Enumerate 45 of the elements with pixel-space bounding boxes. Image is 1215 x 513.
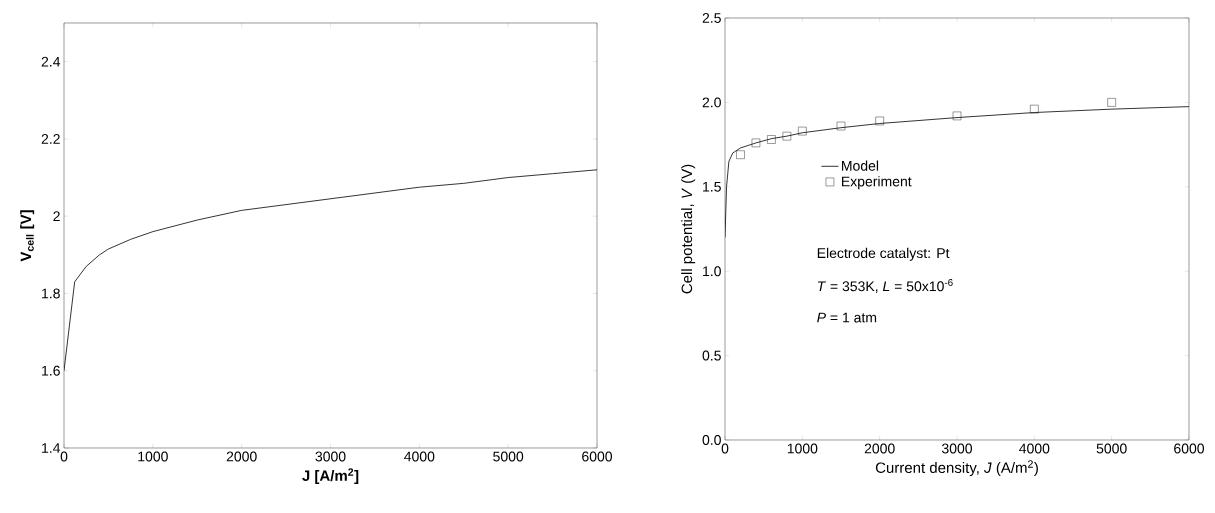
point — [782, 131, 792, 141]
x-tick-label: 4000 — [1019, 443, 1050, 454]
x-tick-label: 6000 — [582, 451, 613, 462]
annotation: P = 1 atm — [817, 312, 877, 323]
x-tick-label: 0 — [721, 443, 729, 454]
point — [1107, 98, 1116, 107]
text: J [A/m$^{2}$] — [302, 468, 359, 484]
y-tick-label: 1.5 — [703, 181, 721, 192]
point — [798, 126, 807, 136]
x-tick-label: 1000 — [787, 443, 818, 454]
y-tick-label: 1.6 — [42, 365, 60, 376]
y-tick-label: 1.4 — [42, 443, 61, 453]
y-tick-label: 2.2 — [41, 134, 60, 144]
point — [1030, 104, 1039, 114]
point — [836, 121, 846, 131]
y-tick-label: 2.0 — [702, 97, 721, 108]
y-axis-title: Cell potential, V (V) — [681, 164, 696, 294]
y-tick-label: 0.0 — [702, 435, 721, 445]
point — [767, 135, 776, 144]
x-tick-label: 4000 — [404, 451, 435, 462]
y-tick-label: 2.5 — [702, 13, 721, 23]
y-tick-label: 2.4 — [41, 56, 61, 67]
y-tick-label: 1.8 — [42, 288, 60, 299]
annotation: Electrode catalyst: Pt — [817, 247, 950, 261]
x-tick-label: 1000 — [138, 451, 168, 462]
y-tick-label: 0.5 — [702, 350, 721, 361]
x-tick-label: 2000 — [864, 443, 895, 454]
legend-label: Model — [842, 160, 879, 171]
x-tick-label: 3000 — [315, 451, 346, 462]
point — [952, 111, 962, 121]
legend-label: Experiment — [842, 176, 912, 190]
x-axis-title: Current density, J (A/m$^{2}$) — [875, 460, 1038, 476]
point — [875, 116, 884, 126]
y-tick-label: 1.0 — [703, 266, 721, 277]
point — [751, 138, 761, 148]
x-tick-label: 5000 — [493, 451, 524, 462]
x-tick-label: 2000 — [226, 451, 257, 462]
y-tick-label: 2 — [53, 211, 60, 222]
text: V$_{cell}$ [V] — [20, 210, 35, 262]
x-tick-label: 5000 — [1096, 443, 1127, 454]
x-tick-label: 0 — [60, 451, 68, 462]
point — [736, 150, 745, 159]
x-tick-label: 6000 — [1174, 443, 1205, 454]
annotation: T = 353K, L = 50x10$^{-6}$ — [817, 279, 953, 293]
x-tick-label: 3000 — [941, 443, 973, 454]
